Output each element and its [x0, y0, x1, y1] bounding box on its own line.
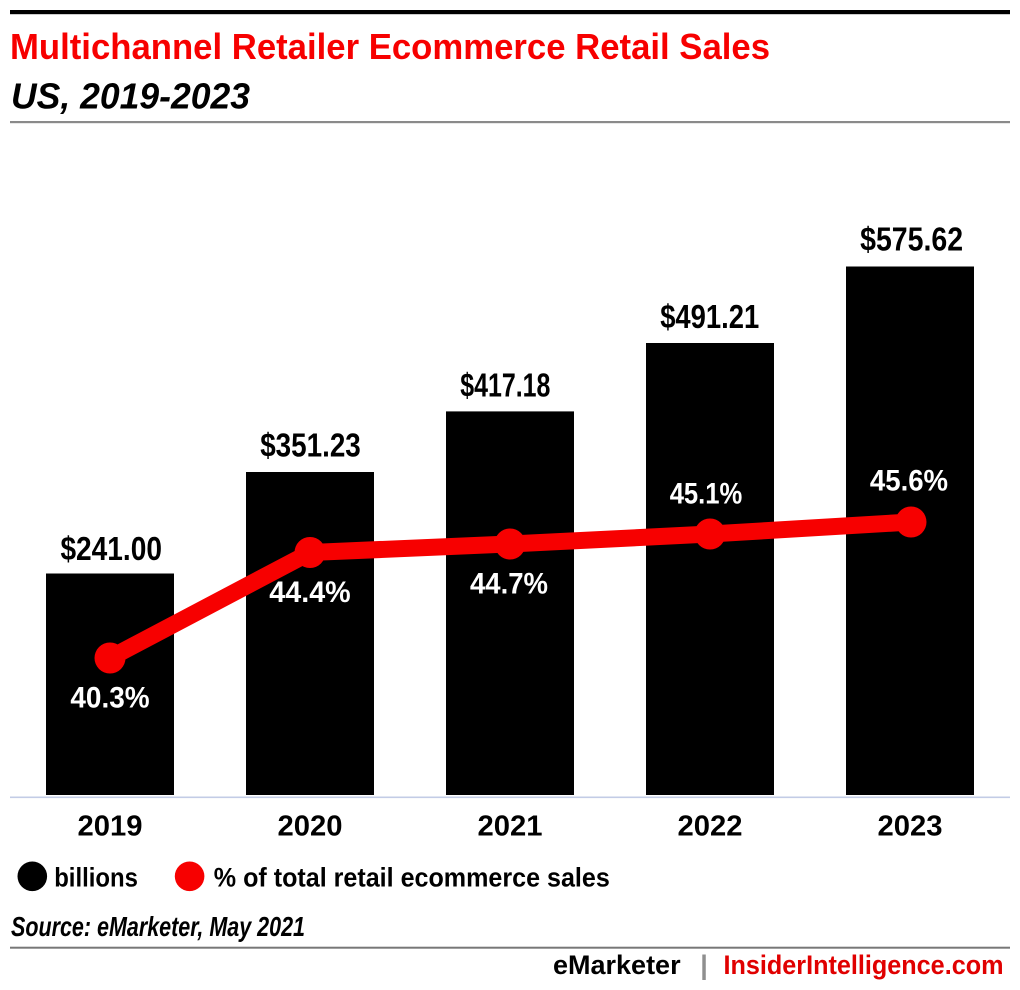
svg-text:2020: 2020	[278, 811, 343, 843]
svg-text:2022: 2022	[678, 811, 743, 843]
svg-text:Multichannel Retailer Ecommerc: Multichannel Retailer Ecommerce Retail S…	[10, 26, 770, 67]
svg-text:Source: eMarketer, May 2021: Source: eMarketer, May 2021	[11, 911, 305, 942]
svg-text:eMarketer: eMarketer	[553, 950, 681, 980]
svg-text:2023: 2023	[878, 811, 943, 843]
svg-text:US, 2019-2023: US, 2019-2023	[11, 76, 250, 117]
svg-text:$241.00: $241.00	[60, 530, 162, 567]
svg-text:$351.23: $351.23	[260, 426, 361, 463]
svg-text:45.6%: 45.6%	[870, 465, 948, 498]
svg-text:44.7%: 44.7%	[470, 567, 548, 600]
svg-text:$491.21: $491.21	[660, 298, 759, 335]
svg-text:2019: 2019	[78, 811, 143, 843]
svg-text:2021: 2021	[478, 811, 543, 843]
svg-text:|: |	[700, 950, 708, 980]
svg-text:InsiderIntelligence.com: InsiderIntelligence.com	[724, 950, 1004, 980]
svg-text:billions: billions	[54, 862, 138, 892]
svg-text:% of total retail ecommerce sa: % of total retail ecommerce sales	[214, 862, 610, 892]
svg-text:44.4%: 44.4%	[269, 576, 350, 609]
svg-text:45.1%: 45.1%	[670, 478, 743, 511]
svg-text:40.3%: 40.3%	[70, 682, 149, 715]
svg-text:$575.62: $575.62	[860, 220, 963, 257]
svg-text:$417.18: $417.18	[460, 366, 550, 403]
